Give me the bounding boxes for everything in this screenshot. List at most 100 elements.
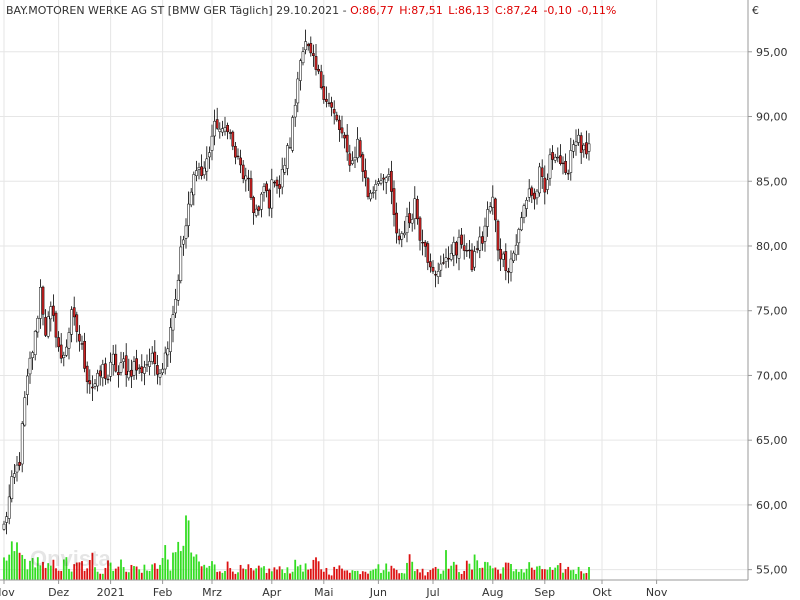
volume-bar (346, 570, 349, 580)
volume-bar (208, 565, 211, 580)
candle-body (132, 361, 136, 376)
candle (543, 165, 547, 205)
header-close: C:87,24 (495, 4, 538, 17)
candle-body (514, 244, 518, 256)
header-high: H:87,51 (399, 4, 442, 17)
candle (93, 379, 97, 390)
candle (579, 132, 583, 164)
candle-body (343, 134, 346, 139)
volume-bar (328, 574, 330, 580)
candle-body (70, 309, 73, 335)
y-tick-label: 70,00 (756, 369, 788, 382)
candle-body (252, 197, 255, 214)
candle (577, 128, 580, 146)
candle-body (67, 332, 71, 349)
volume-bar (296, 566, 299, 580)
candle (83, 332, 86, 373)
candle-body (429, 261, 432, 268)
volume-bar (112, 570, 115, 580)
volume-bar (179, 551, 182, 580)
candle-body (114, 353, 118, 372)
candle-body (96, 373, 99, 387)
candle-body (104, 363, 107, 379)
volume-bar (348, 572, 351, 580)
header-open: O:86,77 (350, 4, 394, 17)
candle-body (457, 236, 461, 259)
candle-body (499, 248, 502, 260)
candle (431, 260, 435, 274)
volume-bar (364, 571, 367, 580)
candle-body (62, 354, 66, 358)
candle (455, 240, 458, 264)
volume-bar (65, 557, 68, 580)
candle-body (44, 317, 47, 336)
candle (559, 144, 562, 166)
candle-body (150, 352, 154, 362)
volume-bar (70, 571, 73, 580)
candle-body (387, 174, 391, 177)
candle-body (413, 198, 417, 220)
candle (59, 333, 63, 364)
volume-bar (437, 568, 440, 580)
candle (236, 148, 240, 160)
candle-body (533, 192, 536, 200)
volume-bar (588, 567, 590, 580)
volume-bar (49, 565, 52, 580)
volume-bar (450, 565, 453, 580)
volume-bar (325, 567, 328, 580)
volume-bar (367, 573, 369, 580)
volume-bar (31, 558, 34, 580)
candle-body (455, 242, 458, 256)
candle-body (309, 43, 313, 54)
candle-body (23, 397, 27, 426)
candle-body (390, 170, 393, 192)
candle-body (127, 370, 131, 379)
candle-body (171, 314, 175, 331)
candle (483, 217, 487, 252)
candle-body (31, 352, 34, 358)
candle (262, 183, 266, 202)
volume-bar (562, 572, 564, 580)
candle-body (543, 177, 547, 193)
candle-body (78, 333, 81, 342)
volume-bar (478, 567, 481, 580)
candle (2, 520, 6, 531)
candle-body (137, 367, 141, 369)
candle (174, 288, 177, 319)
candle (192, 171, 196, 206)
candle-body (436, 271, 440, 277)
candle-body (559, 155, 562, 164)
candle-body (574, 141, 578, 146)
volume-bar (333, 566, 336, 580)
candle-body (288, 146, 292, 149)
candle-body (358, 140, 362, 157)
candle-body (579, 135, 583, 153)
candle (208, 146, 211, 169)
candle-body (176, 279, 180, 301)
volume-bar (455, 564, 458, 580)
candle-body (517, 229, 521, 244)
volume-bar (393, 568, 395, 580)
candle-body (483, 225, 487, 242)
candle (377, 178, 380, 186)
candle-body (325, 98, 328, 102)
volume-bar (8, 554, 11, 580)
candle-body (72, 307, 76, 318)
candle (371, 186, 375, 199)
volume-bar (200, 566, 203, 580)
volume-bar (489, 565, 492, 580)
volume-bar (400, 572, 403, 580)
candle-body (7, 496, 11, 519)
candle-body (369, 192, 372, 200)
volume-bar (385, 563, 388, 580)
candle-body (447, 258, 450, 260)
candle-body (241, 164, 245, 179)
volume-bar (21, 554, 24, 580)
candle (270, 168, 274, 218)
candle-body (488, 206, 492, 212)
candle (184, 218, 188, 249)
candle-body (327, 102, 331, 104)
candle (176, 274, 180, 306)
candle-body (293, 104, 297, 118)
volume-bar (356, 570, 359, 580)
